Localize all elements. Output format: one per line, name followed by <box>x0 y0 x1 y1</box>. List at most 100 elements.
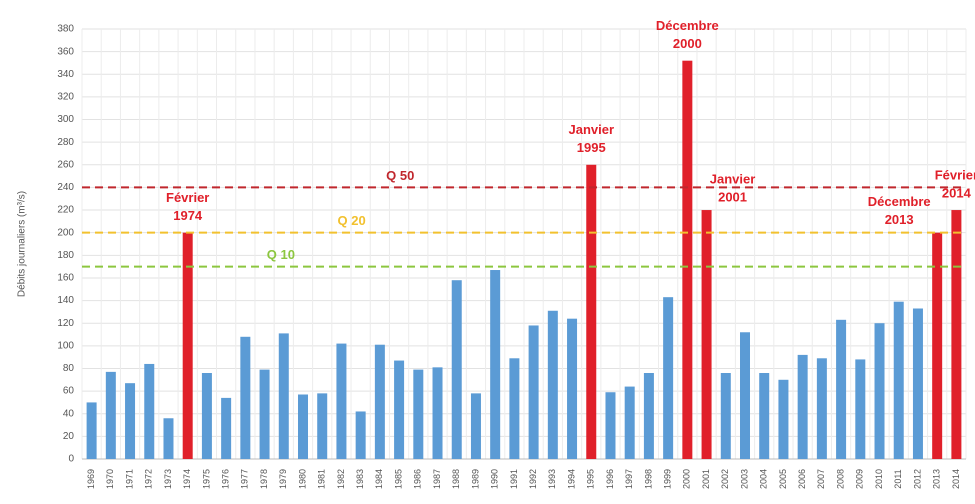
bar <box>259 369 270 459</box>
x-tick-label: 1980 <box>297 469 307 489</box>
x-tick-label: 1970 <box>105 469 115 489</box>
bar <box>720 373 731 459</box>
x-tick-label: 1987 <box>432 469 442 489</box>
y-tick-label: 260 <box>57 159 74 170</box>
y-tick-label: 0 <box>68 454 74 465</box>
bar <box>144 363 155 459</box>
x-tick-label: 1977 <box>240 469 250 489</box>
y-tick-label: 180 <box>57 250 74 261</box>
x-tick-label: 2004 <box>759 469 769 489</box>
annotation: Janvier <box>710 171 756 186</box>
x-tick-label: 1993 <box>547 469 557 489</box>
y-tick-label: 20 <box>63 431 75 442</box>
reference-label: Q 10 <box>267 247 295 262</box>
y-tick-label: 360 <box>57 46 74 57</box>
annotation: 2000 <box>673 36 702 51</box>
bar <box>105 371 116 459</box>
bar <box>567 318 578 459</box>
x-tick-label: 1978 <box>259 469 269 489</box>
x-tick-label: 1997 <box>624 469 634 489</box>
bar <box>336 343 347 459</box>
y-tick-label: 160 <box>57 273 74 284</box>
x-tick-label: 1974 <box>182 469 192 489</box>
y-axis-label: Débits journaliers (m³/s) <box>17 191 28 297</box>
bar <box>470 393 481 459</box>
y-tick-label: 220 <box>57 205 74 216</box>
annotation: 2013 <box>885 212 914 227</box>
x-tick-label: 1995 <box>586 469 596 489</box>
bar <box>912 308 923 459</box>
bar <box>394 360 405 459</box>
x-tick-label: 2010 <box>874 469 884 489</box>
bar <box>374 344 385 459</box>
annotation: Février <box>166 190 209 205</box>
bar <box>682 60 693 460</box>
x-tick-label: 1984 <box>374 469 384 489</box>
bar <box>317 393 328 459</box>
x-tick-label: 2007 <box>816 469 826 489</box>
x-tick-label: 1991 <box>509 469 519 489</box>
y-tick-label: 120 <box>57 318 74 329</box>
x-tick-label: 1994 <box>566 469 576 489</box>
bar <box>759 373 770 459</box>
y-tick-label: 40 <box>63 408 75 419</box>
x-tick-label: 1996 <box>605 469 615 489</box>
annotation: Janvier <box>568 122 614 137</box>
x-tick-label: 1976 <box>221 469 231 489</box>
bar <box>547 310 558 459</box>
bar <box>855 359 866 459</box>
x-tick-label: 1972 <box>144 469 154 489</box>
y-tick-label: 240 <box>57 182 74 193</box>
bar <box>182 232 193 459</box>
bar <box>221 397 232 459</box>
x-tick-label: 1998 <box>643 469 653 489</box>
bar <box>643 373 654 459</box>
y-tick-label: 200 <box>57 227 74 238</box>
x-tick-label: 2013 <box>932 469 942 489</box>
x-tick-label: 1990 <box>490 469 500 489</box>
bar <box>816 358 827 459</box>
bar <box>874 323 885 459</box>
x-tick-label: 2011 <box>893 469 903 488</box>
bar <box>701 210 712 459</box>
bar <box>240 336 251 459</box>
bar <box>932 232 943 459</box>
bar <box>951 210 962 459</box>
y-tick-label: 280 <box>57 137 74 148</box>
x-tick-label: 1985 <box>393 469 403 489</box>
bar <box>624 386 635 459</box>
x-tick-label: 2009 <box>855 469 865 489</box>
x-tick-label: 2014 <box>951 469 961 489</box>
annotation: Février <box>935 167 975 182</box>
y-tick-label: 140 <box>57 295 74 306</box>
y-tick-label: 380 <box>57 24 74 35</box>
annotation: 1995 <box>577 140 606 155</box>
x-tick-label: 1983 <box>355 469 365 489</box>
x-tick-label: 1979 <box>278 469 288 489</box>
bar <box>605 392 616 459</box>
bar <box>740 332 750 459</box>
x-tick-label: 1975 <box>201 469 211 489</box>
x-tick-label: 1988 <box>451 469 461 489</box>
y-tick-label: 320 <box>57 92 74 103</box>
bar <box>432 367 443 459</box>
bar <box>163 418 174 459</box>
bar <box>125 383 136 459</box>
bar <box>586 164 597 459</box>
x-tick-label: 1981 <box>317 469 327 489</box>
bar <box>836 319 847 459</box>
y-tick-label: 300 <box>57 114 74 125</box>
bar <box>86 402 97 459</box>
bar <box>528 325 539 459</box>
reference-label: Q 20 <box>338 213 366 228</box>
x-tick-label: 2000 <box>682 469 692 489</box>
annotation: 1974 <box>173 208 203 223</box>
x-tick-label: 2003 <box>739 469 749 489</box>
bar <box>413 369 424 459</box>
x-tick-label: 1971 <box>124 469 134 489</box>
bar <box>355 411 366 459</box>
x-tick-label: 2012 <box>912 469 922 489</box>
annotation: Décembre <box>656 18 719 33</box>
y-tick-label: 100 <box>57 340 74 351</box>
